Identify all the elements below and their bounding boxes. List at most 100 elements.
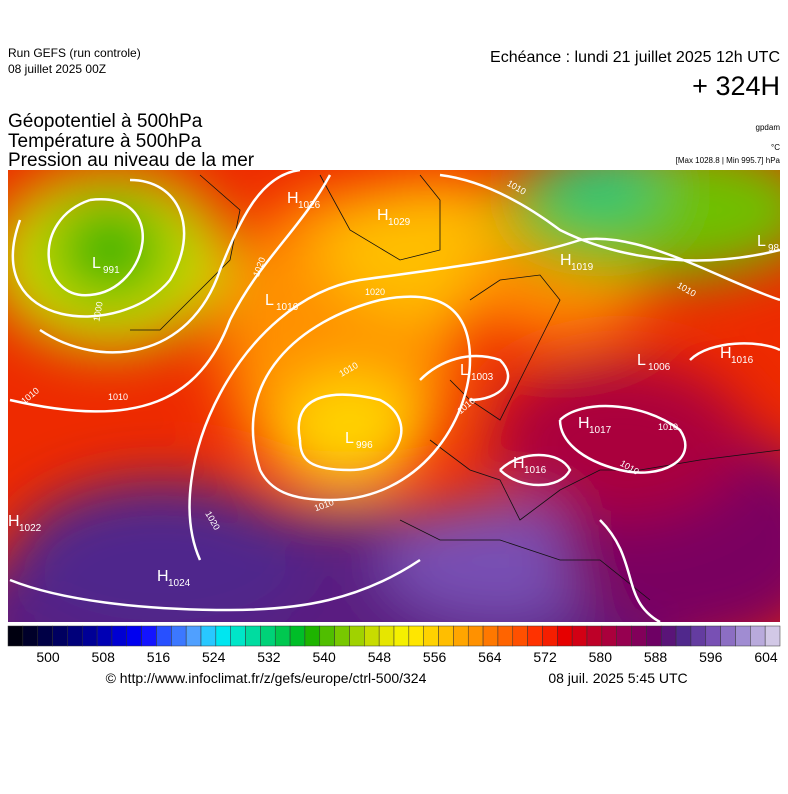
colorbar-swatch xyxy=(482,625,499,647)
title: Température à 500hPa xyxy=(8,131,202,152)
pressure-center: L 1003 xyxy=(460,362,494,383)
center-value: 1016 xyxy=(524,465,547,476)
colorbar-swatch xyxy=(349,625,365,647)
isobar-label: 1010 xyxy=(108,392,128,402)
colorbar-swatch xyxy=(571,625,588,647)
pressure-center: H 1024 xyxy=(157,568,191,589)
colorbar-tick-label: 540 xyxy=(312,649,336,665)
colorbar-swatch xyxy=(438,625,454,647)
colorbar-swatch xyxy=(111,625,128,647)
colorbar-swatch xyxy=(423,625,439,647)
isobar-label: 1020 xyxy=(365,287,385,297)
center-letter: L xyxy=(757,233,766,250)
pressure-center: H 1026 xyxy=(287,190,321,211)
colorbar-swatch xyxy=(690,625,707,647)
colorbar-swatch xyxy=(408,625,424,647)
center-value: 1019 xyxy=(571,262,594,273)
center-letter: L xyxy=(345,430,354,447)
timestamp: 08 juil. 2025 5:45 UTC xyxy=(548,670,687,686)
center-letter: L xyxy=(460,362,469,379)
center-value: 1024 xyxy=(168,578,191,589)
colorbar-tick-label: 604 xyxy=(754,649,778,665)
colorbar-swatch xyxy=(467,625,484,647)
colorbar-swatch xyxy=(601,625,617,647)
center-letter: H xyxy=(513,455,525,472)
colorbar-swatch xyxy=(364,625,380,647)
center-letter: L xyxy=(637,352,646,369)
colorbar-tick-label: 588 xyxy=(644,649,668,665)
center-letter: L xyxy=(92,255,101,272)
colorbar-swatch xyxy=(81,625,98,647)
center-value: 1006 xyxy=(648,362,671,373)
valid-time: Echéance : lundi 21 juillet 2025 12h UTC xyxy=(490,49,780,66)
colorbar-swatch xyxy=(289,625,306,647)
colorbar-tick-label: 524 xyxy=(202,649,226,665)
colorbar-swatch xyxy=(96,625,113,647)
colorbar-swatch xyxy=(527,625,543,647)
colorbar-tick-label: 508 xyxy=(92,649,116,665)
run: Run GEFS (run controle) xyxy=(8,46,141,60)
title: Géopotentiel à 500hPa xyxy=(8,111,203,132)
colorbar-swatch xyxy=(393,625,410,647)
center-letter: H xyxy=(720,345,732,362)
unit: gpdam xyxy=(756,123,781,132)
colorbar-swatch xyxy=(735,625,751,647)
center-letter: H xyxy=(287,190,299,207)
colorbar-swatch xyxy=(542,625,558,647)
pressure-center: H 1019 xyxy=(560,252,594,273)
colorbar-tick-label: 596 xyxy=(699,649,723,665)
center-value: 1026 xyxy=(298,200,321,211)
pressure-center: H 1022 xyxy=(8,513,42,534)
colorbar-swatch xyxy=(720,625,736,647)
pressure-center: H 1017 xyxy=(578,415,612,436)
center-value: 991 xyxy=(103,265,120,276)
colorbar-swatch xyxy=(631,625,647,647)
colorbar-swatch xyxy=(171,625,187,647)
colorbar-swatch xyxy=(141,625,157,647)
center-letter: H xyxy=(8,513,20,530)
pressure-center: H 1029 xyxy=(377,207,411,228)
unit: °C xyxy=(771,143,780,152)
colorbar-swatch xyxy=(156,625,172,647)
colorbar-tick-label: 580 xyxy=(589,649,613,665)
colorbar-swatch xyxy=(37,625,53,647)
colorbar-swatch xyxy=(319,625,335,647)
center-value: 98 xyxy=(768,243,780,254)
center-value: 996 xyxy=(356,440,373,451)
unit: [Max 1028.8 | Min 995.7] hPa xyxy=(676,156,781,165)
center-value: 1016 xyxy=(276,302,299,313)
colorbar-swatch xyxy=(750,625,766,647)
colorbar-swatch xyxy=(705,625,721,647)
colorbar-swatch xyxy=(200,625,217,647)
colorbar-swatch xyxy=(660,625,677,647)
colorbar-swatch xyxy=(586,625,603,647)
center-value: 1029 xyxy=(388,217,411,228)
colorbar-swatch xyxy=(215,625,231,647)
colorbar-swatch xyxy=(453,625,469,647)
pressure-center: L 98 xyxy=(757,233,780,254)
colorbar-swatch xyxy=(185,625,202,647)
colorbar-swatch xyxy=(274,625,291,647)
colorbar-swatch xyxy=(497,625,514,647)
title: Pression au niveau de la mer xyxy=(8,150,255,171)
colorbar-tick-label: 572 xyxy=(533,649,557,665)
pressure-center: H 1016 xyxy=(513,455,547,476)
colorbar-tick-label: 548 xyxy=(368,649,392,665)
colorbar-swatch xyxy=(764,625,781,647)
colorbar-swatch xyxy=(557,625,573,647)
colorbar-swatch xyxy=(304,625,321,647)
colorbar-swatch xyxy=(52,625,68,647)
colorbar-swatch xyxy=(646,625,662,647)
center-letter: H xyxy=(377,207,389,224)
pressure-center: L 1016 xyxy=(265,292,299,313)
colorbar-swatch xyxy=(675,625,692,647)
colorbar-swatch xyxy=(245,625,261,647)
colorbar-tick-label: 516 xyxy=(147,649,171,665)
center-value: 1016 xyxy=(731,355,754,366)
colorbar-swatch xyxy=(230,625,246,647)
run-date: 08 juillet 2025 00Z xyxy=(8,62,106,76)
colorbar-swatch xyxy=(67,625,83,647)
colorbar-tick-label: 564 xyxy=(478,649,502,665)
